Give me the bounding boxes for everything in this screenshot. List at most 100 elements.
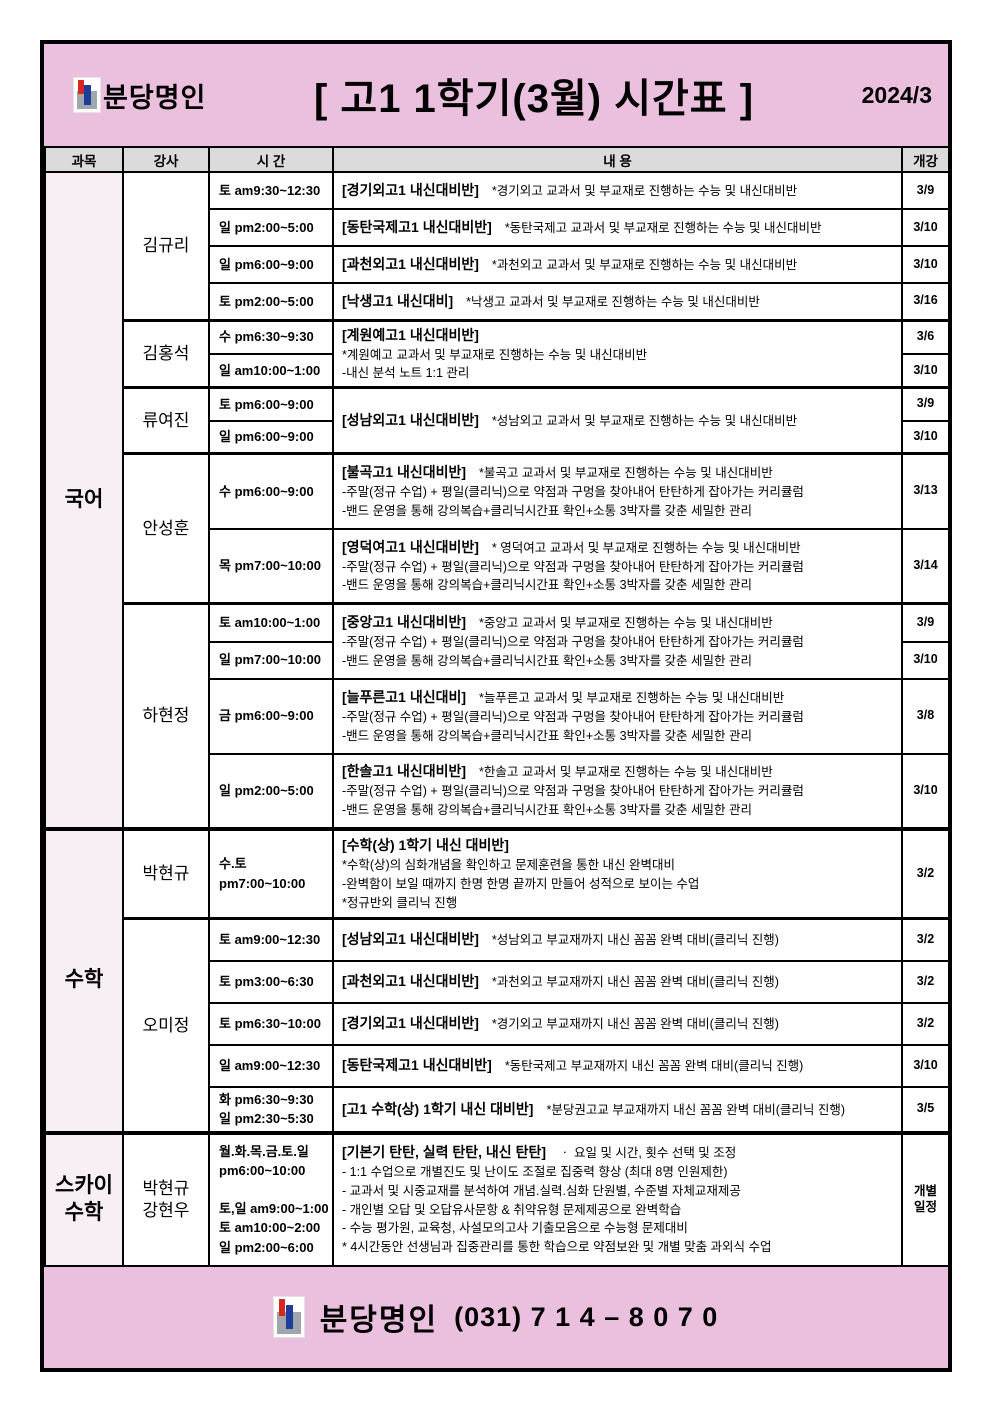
start-date-cell: 3/6 (901, 318, 950, 355)
time-label: 수 pm6:00~9:00 (219, 483, 314, 499)
time-label: 목 pm7:00~10:00 (219, 558, 321, 573)
time-label: 금 pm6:00~9:00 (219, 708, 314, 724)
time-label: 일 pm6:00~9:00 (219, 256, 314, 272)
start-date-cell: 3/2 (901, 959, 950, 1004)
class-title: [성남외고1 내신대비반] (342, 412, 479, 428)
start-date-cell: 3/2 (901, 1001, 950, 1046)
content-cell: [동탄국제고1 내신대비반] *동탄국제고 부교재까지 내신 꼼꼼 완벽 대비(클… (332, 1043, 903, 1088)
brand-name: 분당명인 (103, 82, 207, 113)
time-cell: 수 pm6:00~9:00 (208, 452, 334, 530)
time-label: 수.토 (219, 856, 247, 872)
table-row: 일 pm6:00~9:00 3/10 (45, 419, 950, 455)
table-row: 김홍석 수 pm6:30~9:30 [계원예고1 내신대비반] *계원예고 교과… (45, 318, 950, 389)
teacher-name: 김규리 (142, 236, 190, 256)
time-cell: 수 pm6:30~9:30 (208, 318, 334, 355)
teacher-name: 하현정 (142, 706, 190, 726)
class-desc: *한솔고 교과서 및 부교재로 진행하는 수능 및 내신대비반 (479, 765, 773, 780)
time-cell: 일 pm2:00~5:00 (208, 752, 334, 830)
time-cell: 일 am9:00~12:30 (208, 1043, 334, 1088)
class-detail-line: -밴드 운영을 통해 강의복습+클리닉시간표 확인+소통 3박자를 갖춘 세밀한… (342, 653, 752, 668)
start-date-cell: 3/16 (901, 282, 950, 321)
class-detail-line: -주말(정규 수업) + 평일(클리닉)으로 약점과 구멍을 찾아내어 탄탄하게… (342, 709, 804, 724)
content-cell: [영덕여고1 내신대비반] * 영덕여고 교과서 및 부교재로 진행하는 수능 및… (332, 527, 903, 605)
table-row: 일 pm7:00~10:00 3/10 (45, 640, 950, 680)
teacher-name: 류여진 (142, 410, 190, 430)
class-desc: *과천외고 교과서 및 부교재로 진행하는 수능 및 내신대비반 (491, 258, 798, 272)
class-detail-line: - 개인별 오답 및 오답유사문항 & 취약유형 문제제공으로 완벽학습 (342, 1202, 682, 1217)
start-date-label: 개별 (913, 1183, 937, 1198)
time-label: 일 pm2:00~5:00 (219, 219, 314, 235)
column-header-time: 시 간 (208, 146, 334, 173)
time-label: 토 am9:00~12:30 (219, 932, 321, 947)
teacher-cell: 박현규 (122, 826, 210, 920)
table-row: 일 am10:00~1:00 3/10 (45, 352, 950, 389)
time-cell: 토 pm3:00~6:30 (208, 959, 334, 1004)
time-cell: 토 pm6:00~9:00 (208, 386, 334, 422)
teacher-name: 박현규 (142, 864, 190, 884)
footer-phone: (031) 7 1 4 – 8 0 7 0 (454, 1301, 719, 1332)
class-title: [동탄국제고1 내신대비반] (342, 219, 492, 235)
content-cell: [성남외고1 내신대비반] *성남외고 교과서 및 부교재로 진행하는 수능 및 … (332, 386, 903, 455)
time-cell: 토 am9:30~12:30 (208, 171, 334, 210)
table-row: 금 pm6:00~9:00 [늘푸른고1 내신대비] *늘푸른고 교과서 및 부교… (45, 677, 950, 755)
time-label: 수 pm6:30~9:30 (219, 329, 314, 345)
time-label: 토 am10:00~2:00 (219, 1220, 321, 1236)
table-row: 일 pm6:00~9:00 [과천외고1 내신대비반] *과천외고 교과서 및 부… (45, 245, 950, 284)
subject-cell-korean: 국어 (44, 171, 124, 830)
subject-label: 국어 (64, 487, 104, 511)
time-label: 토 pm2:00~5:00 (219, 293, 314, 309)
table-row: 류여진 토 pm6:00~9:00 [성남외고1 내신대비반] *성남외고 교과서… (45, 386, 950, 455)
time-cell: 수.토 pm7:00~10:00 (208, 826, 334, 920)
table-row: 스카이 수학 박현규 강현우 월.화.목.금.토.일 pm6:00~10:00 … (44, 1130, 950, 1267)
class-desc: *동탄국제고 부교재까지 내신 꼼꼼 완벽 대비(클리닉 진행) (504, 1059, 804, 1073)
time-label: 월.화.목.금.토.일 (219, 1143, 309, 1159)
time-label: 토 am10:00~1:00 (219, 615, 321, 630)
start-date-cell: 3/9 (901, 386, 950, 422)
start-date-cell: 3/10 (901, 245, 950, 284)
class-title: [경기외고1 내신대비반] (342, 182, 479, 198)
footer-band: 분당명인 (031) 7 1 4 – 8 0 7 0 (44, 1267, 948, 1368)
table-row: 토 pm6:30~10:00 [경기외고1 내신대비반] *경기외고 부교재까지 … (45, 1001, 950, 1046)
start-date-cell: 3/2 (901, 917, 950, 962)
table-row: 화 pm6:30~9:30 일 pm2:30~5:30 [고1 수학(상) 1학… (45, 1085, 950, 1134)
teacher-cell: 김규리 (122, 171, 210, 321)
start-date-cell: 3/13 (901, 452, 950, 530)
column-header-content: 내 용 (332, 146, 903, 173)
teacher-name: 김홍석 (142, 344, 190, 364)
start-date-cell: 개별 일정 (901, 1130, 950, 1267)
page-title: [ 고1 1학기(3월) 시간표 ] (313, 77, 755, 121)
class-detail-line: - 교과서 및 시중교재를 분석하여 개념.실력.심화 단원별, 수준별 자체교… (342, 1183, 741, 1198)
class-detail-line: *수학(상)의 심화개념을 확인하고 문제훈련을 통한 내신 완벽대비 (342, 858, 676, 873)
teacher-name: 오미정 (142, 1015, 190, 1035)
content-cell: [과천외고1 내신대비반] *과천외고 부교재까지 내신 꼼꼼 완벽 대비(클리닉… (332, 959, 903, 1004)
time-cell: 월.화.목.금.토.일 pm6:00~10:00 토,일 am9:00~1:00… (208, 1130, 334, 1267)
class-title: [고1 수학(상) 1학기 내신 대비반] (342, 1100, 534, 1117)
subject-label: 스카이 (55, 1174, 113, 1198)
time-label: 일 pm7:00~10:00 (219, 652, 321, 668)
class-title: [과천외고1 내신대비반] (342, 256, 479, 272)
content-cell: [계원예고1 내신대비반] *계원예고 교과서 및 부교재로 진행하는 수능 및… (332, 318, 903, 389)
subject-label: 수학 (64, 968, 104, 992)
class-detail-line: -주말(정규 수업) + 평일(클리닉)으로 약점과 구멍을 찾아내어 탄탄하게… (342, 635, 804, 649)
class-desc: *늘푸른고 교과서 및 부교재로 진행하는 수능 및 내신대비반 (479, 690, 785, 705)
time-label: pm7:00~10:00 (219, 875, 306, 891)
class-title: [불곡고1 내신대비반] (342, 464, 467, 480)
class-desc: *동탄국제고 교과서 및 부교재로 진행하는 수능 및 내신대비반 (504, 221, 822, 235)
time-label: 토 pm3:00~6:30 (219, 973, 314, 989)
time-label: 일 pm6:00~9:00 (219, 429, 314, 444)
brand-logo-icon (74, 78, 100, 112)
class-title: [한솔고1 내신대비반] (342, 763, 467, 780)
content-cell: [수학(상) 1학기 내신 대비반] *수학(상)의 심화개념을 확인하고 문제… (332, 826, 903, 920)
table-row: 일 pm2:00~5:00 [한솔고1 내신대비반] *한솔고 교과서 및 부교재… (45, 752, 950, 830)
class-title: [낙생고1 내신대비] (342, 292, 454, 309)
start-date-label: 일정 (913, 1199, 937, 1214)
start-date-cell: 3/5 (901, 1085, 950, 1134)
class-title: [과천외고1 내신대비반] (342, 973, 479, 989)
time-label: 일 am10:00~1:00 (219, 362, 321, 378)
class-title: [늘푸른고1 내신대비] (342, 688, 467, 705)
subject-cell-sky-math: 스카이 수학 (44, 1130, 124, 1267)
class-desc: *과천외고 부교재까지 내신 꼼꼼 완벽 대비(클리닉 진행) (491, 975, 779, 989)
start-date-cell: 3/10 (901, 208, 950, 247)
time-label: pm6:00~10:00 (219, 1163, 306, 1179)
time-label: 토 pm6:30~10:00 (219, 1015, 321, 1031)
